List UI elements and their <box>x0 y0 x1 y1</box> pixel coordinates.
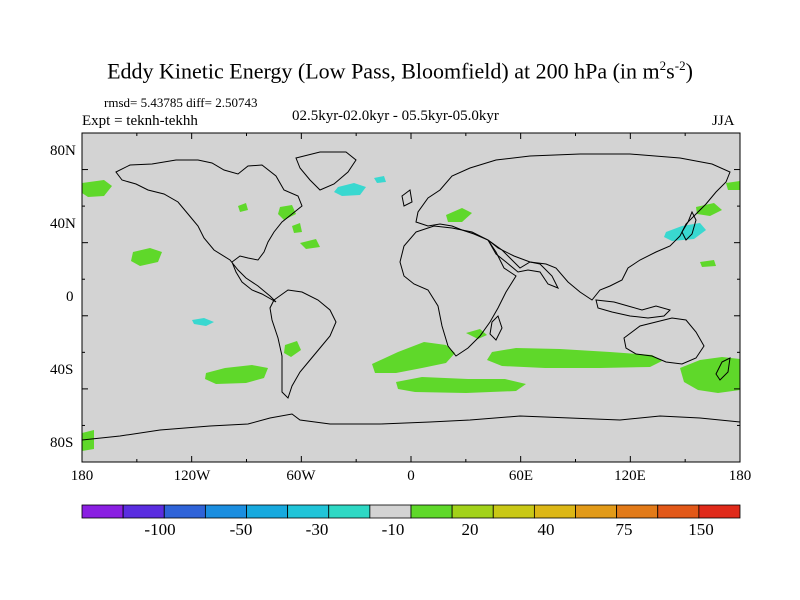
chart-title: Eddy Kinetic Energy (Low Pass, Bloomfiel… <box>107 58 693 84</box>
colorbar-swatch <box>369 504 412 519</box>
lon-label-180w: 180 <box>70 468 94 484</box>
colorbar <box>81 504 741 519</box>
colorbar-swatch <box>492 504 535 519</box>
lon-label-120e: 120E <box>614 468 646 484</box>
colorbar-label: -50 <box>229 520 253 539</box>
lat-label-40n: 40N <box>50 216 76 232</box>
stats-text: rmsd= 5.43785 diff= 2.50743 <box>104 95 258 110</box>
colorbar-swatch <box>122 504 165 519</box>
lon-label-0: 0 <box>407 468 415 484</box>
colorbar-label: -100 <box>144 520 176 539</box>
lat-label-80n: 80N <box>50 143 76 159</box>
colorbar-label: -30 <box>305 520 329 539</box>
colorbar-label: 150 <box>688 520 714 539</box>
colorbar-swatch <box>163 504 206 519</box>
positive-anomaly-regions <box>82 180 740 451</box>
colorbar-swatch <box>533 504 576 519</box>
colorbar-label: 75 <box>615 520 633 539</box>
lon-label-180e: 180 <box>728 468 752 484</box>
colorbar-swatch <box>616 504 659 519</box>
colorbar-swatch <box>246 504 289 519</box>
colorbar-swatch <box>81 504 124 519</box>
lat-label-eq: 0 <box>66 289 74 305</box>
colorbar-swatch <box>698 504 741 519</box>
colorbar-swatch <box>410 504 453 519</box>
colorbar-label: -10 <box>381 520 405 539</box>
negative-anomaly-regions <box>192 176 706 326</box>
colorbar-swatch <box>575 504 618 519</box>
lat-label-40s: 40S <box>50 362 74 378</box>
colorbar-swatch <box>451 504 494 519</box>
lon-label-60e: 60E <box>508 468 534 484</box>
period-label: 02.5kyr-02.0kyr - 05.5kyr-05.0kyr <box>292 108 499 124</box>
colorbar-swatch <box>287 504 330 519</box>
lon-label-120w: 120W <box>173 468 211 484</box>
lon-label-60w: 60W <box>286 468 316 484</box>
colorbar-swatch <box>204 504 247 519</box>
lat-label-80s: 80S <box>50 435 74 451</box>
coastlines <box>82 151 740 441</box>
colorbar-label: 40 <box>537 520 555 539</box>
colorbar-swatch <box>657 504 700 519</box>
season-label: JJA <box>712 113 735 129</box>
colorbar-swatch <box>328 504 371 519</box>
colorbar-label: 20 <box>461 520 479 539</box>
experiment-label: Expt = teknh-tekhh <box>82 113 198 129</box>
map-background <box>82 133 740 462</box>
axis-ticks <box>81 132 741 463</box>
